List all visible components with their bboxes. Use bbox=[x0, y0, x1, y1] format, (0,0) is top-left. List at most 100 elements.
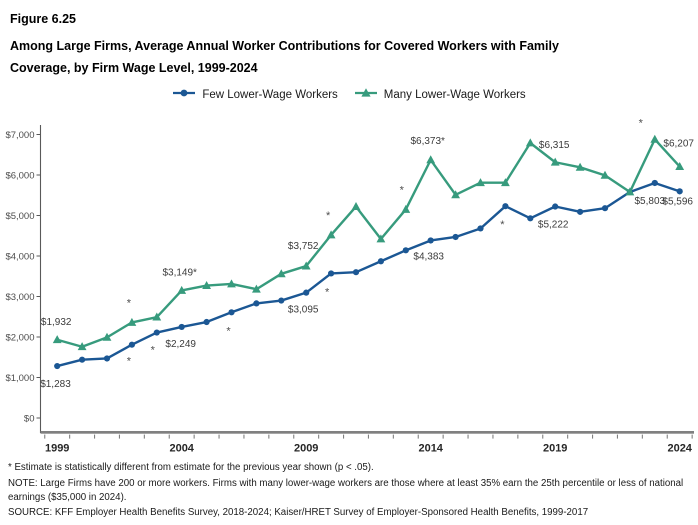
y-axis-tick-label: $0 bbox=[24, 413, 35, 424]
legend-label-many-lower-wage: Many Lower-Wage Workers bbox=[383, 89, 526, 101]
y-axis-tick-label: $7,000 bbox=[5, 130, 34, 141]
significance-asterisk: * bbox=[326, 210, 331, 222]
figure-title: Among Large Firms, Average Annual Worker… bbox=[10, 35, 686, 79]
data-point-marker bbox=[451, 190, 460, 199]
data-point-marker bbox=[276, 269, 286, 278]
point-value-label: $1,932 bbox=[41, 317, 72, 328]
data-point-marker bbox=[502, 203, 509, 210]
line-many-lower-wage bbox=[56, 138, 681, 348]
x-axis-tick-label: 2014 bbox=[418, 443, 443, 455]
data-point-marker bbox=[625, 187, 635, 196]
legend-label-few-lower-wage: Few Lower-Wage Workers bbox=[202, 89, 338, 101]
y-axis-tick-label: $1,000 bbox=[5, 373, 34, 384]
point-value-label: $5,803 bbox=[635, 196, 666, 207]
data-point-marker bbox=[352, 269, 360, 276]
significance-asterisk: * bbox=[127, 356, 132, 368]
x-axis-tick-label: 1999 bbox=[45, 443, 69, 455]
data-point-marker bbox=[525, 138, 535, 147]
footnote-source: SOURCE: KFF Employer Health Benefits Sur… bbox=[8, 507, 589, 519]
line-few-lower-wage bbox=[56, 181, 681, 368]
data-point-marker bbox=[52, 335, 62, 344]
data-point-marker bbox=[550, 157, 560, 166]
data-point-marker bbox=[552, 203, 559, 210]
point-value-label: $3,095 bbox=[288, 305, 319, 316]
point-value-label: $1,283 bbox=[40, 379, 71, 390]
x-axis-tick-label: 2019 bbox=[543, 443, 567, 455]
data-point-marker bbox=[54, 362, 61, 370]
data-point-marker bbox=[600, 170, 610, 179]
data-point-marker bbox=[401, 204, 411, 213]
point-value-label: $4,383 bbox=[413, 251, 444, 262]
data-point-marker bbox=[477, 225, 484, 232]
data-point-marker bbox=[301, 261, 311, 270]
figure-title-line2: Coverage, by Firm Wage Level, 1999-2024 bbox=[10, 61, 258, 75]
data-point-marker bbox=[178, 323, 185, 331]
x-axis-line bbox=[40, 431, 694, 434]
data-point-marker bbox=[252, 284, 261, 293]
data-point-marker bbox=[328, 270, 335, 277]
data-point-marker bbox=[77, 342, 87, 351]
significance-asterisk: * bbox=[325, 286, 330, 298]
data-point-marker bbox=[377, 258, 384, 265]
data-point-marker bbox=[351, 201, 361, 210]
point-value-label: $5,596 bbox=[662, 196, 693, 207]
data-point-marker bbox=[476, 178, 485, 187]
significance-asterisk: * bbox=[151, 345, 156, 357]
data-point-marker bbox=[303, 289, 310, 296]
data-point-marker bbox=[102, 332, 112, 341]
point-value-label: $6,207 bbox=[663, 139, 694, 150]
line-triangle-marker-icon bbox=[354, 86, 378, 104]
data-point-marker bbox=[427, 237, 434, 244]
point-value-label: $5,222 bbox=[538, 220, 569, 231]
data-point-marker bbox=[676, 188, 683, 195]
y-axis-tick-label: $2,000 bbox=[5, 332, 34, 343]
point-value-label: $6,373* bbox=[410, 136, 445, 147]
data-point-marker bbox=[127, 317, 137, 326]
y-axis-tick-label: $3,000 bbox=[5, 292, 34, 303]
point-value-label: $3,752 bbox=[288, 241, 319, 252]
y-axis-tick-label: $4,000 bbox=[5, 251, 34, 262]
figure-number: Figure 6.25 bbox=[10, 12, 76, 26]
data-point-marker bbox=[203, 318, 210, 326]
footnote-note: NOTE: Large Firms have 200 or more worke… bbox=[8, 477, 684, 503]
data-point-marker bbox=[326, 230, 336, 239]
data-point-marker bbox=[452, 233, 459, 241]
legend-item-few-lower-wage: Few Lower-Wage Workers bbox=[172, 86, 338, 104]
data-point-marker bbox=[426, 155, 436, 164]
point-value-label: $6,315 bbox=[539, 140, 570, 151]
x-axis-tick-label: 2024 bbox=[667, 443, 692, 455]
y-axis-tick-label: $6,000 bbox=[5, 170, 34, 181]
data-point-marker bbox=[601, 205, 609, 212]
figure-title-line1: Among Large Firms, Average Annual Worker… bbox=[10, 39, 559, 53]
data-point-marker bbox=[227, 279, 236, 288]
data-point-marker bbox=[278, 297, 285, 304]
data-point-marker bbox=[402, 247, 409, 254]
data-point-marker bbox=[575, 162, 585, 171]
chart-footnotes: * Estimate is statistically different fr… bbox=[8, 461, 686, 522]
point-value-label: $3,149* bbox=[162, 267, 197, 278]
data-point-marker bbox=[228, 309, 235, 316]
data-point-marker bbox=[501, 178, 510, 187]
data-point-marker bbox=[527, 215, 534, 222]
data-point-marker bbox=[376, 234, 386, 243]
y-axis-tick-label: $5,000 bbox=[5, 211, 34, 222]
significance-asterisk: * bbox=[500, 219, 505, 231]
data-point-marker bbox=[128, 341, 135, 348]
data-point-marker bbox=[202, 280, 211, 289]
x-axis-tick-label: 2009 bbox=[294, 443, 318, 455]
data-point-marker bbox=[650, 134, 660, 143]
legend-item-many-lower-wage: Many Lower-Wage Workers bbox=[354, 86, 526, 104]
data-point-marker bbox=[103, 355, 111, 362]
significance-asterisk: * bbox=[639, 117, 644, 129]
data-point-marker bbox=[152, 312, 162, 321]
data-point-marker bbox=[651, 179, 658, 187]
significance-asterisk: * bbox=[226, 325, 231, 337]
data-point-marker bbox=[675, 162, 685, 171]
data-point-marker bbox=[253, 300, 260, 307]
data-point-marker bbox=[153, 329, 160, 336]
data-point-marker bbox=[79, 356, 86, 363]
significance-asterisk: * bbox=[400, 184, 405, 196]
x-axis-tick-label: 2004 bbox=[169, 443, 194, 455]
line-circle-marker-icon bbox=[172, 86, 196, 104]
